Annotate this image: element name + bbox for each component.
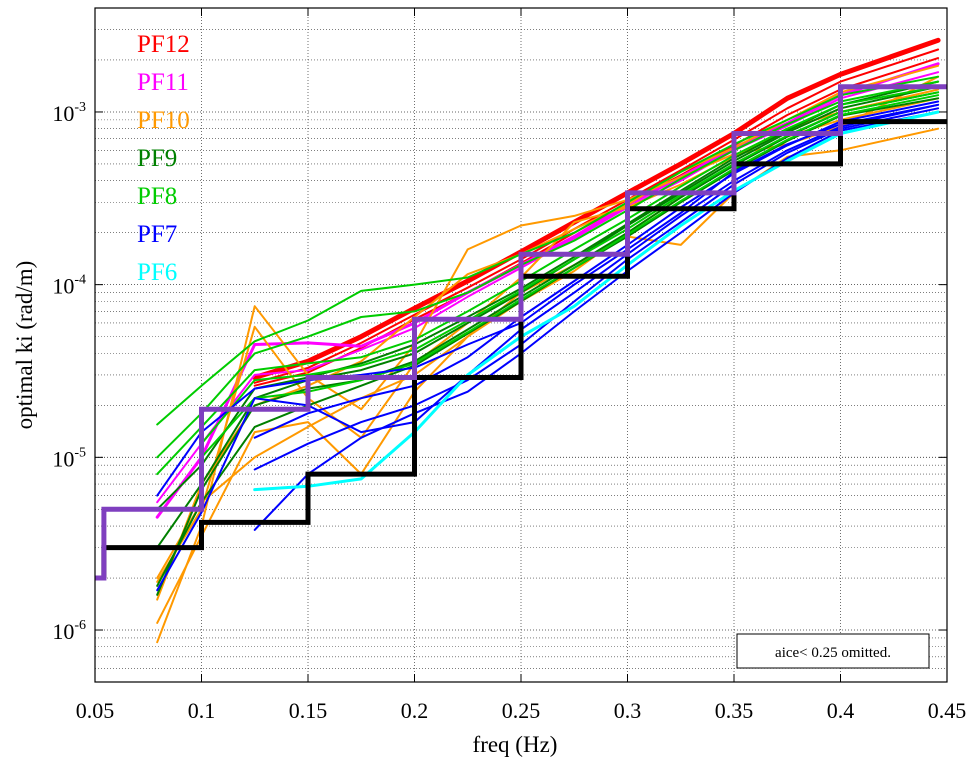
series-line-5 bbox=[156, 75, 940, 644]
annotation-frame bbox=[736, 633, 930, 669]
x-axis-title: freq (Hz) bbox=[473, 732, 558, 757]
legend-item-pf6: PF6 bbox=[137, 259, 177, 286]
y-tick-label: 10-4 bbox=[52, 273, 86, 299]
x-tick-label: 0.45 bbox=[928, 698, 967, 723]
x-tick-label: 0.1 bbox=[188, 698, 216, 723]
x-tick-label: 0.15 bbox=[289, 698, 328, 723]
x-tick-label: 0.35 bbox=[715, 698, 754, 723]
annotation-box: aice< 0.25 omitted. bbox=[736, 633, 930, 669]
legend-item-pf12: PF12 bbox=[137, 31, 190, 58]
legend: PF12 PF11 PF10 PF9 PF8 PF7 PF6 bbox=[137, 31, 190, 286]
legend-item-pf7: PF7 bbox=[137, 221, 177, 248]
series-line-18 bbox=[200, 94, 940, 459]
legend-item-pf9: PF9 bbox=[137, 145, 177, 172]
y-tick-label: 10-6 bbox=[52, 618, 86, 644]
x-tick-label: 0.05 bbox=[76, 698, 115, 723]
x-tick-label: 0.3 bbox=[614, 698, 642, 723]
series-line-20 bbox=[253, 100, 940, 439]
y-tick-label: 10-3 bbox=[52, 100, 86, 126]
step-line-0 bbox=[101, 119, 947, 578]
x-tick-label: 0.4 bbox=[827, 698, 855, 723]
y-axis-title: optimal ki (rad/m) bbox=[12, 261, 37, 430]
series-line-22 bbox=[253, 111, 940, 531]
annotation-text: aice< 0.25 omitted. bbox=[775, 645, 891, 661]
legend-item-pf11: PF11 bbox=[137, 69, 189, 96]
series-line-21 bbox=[253, 107, 940, 471]
x-tick-label: 0.25 bbox=[502, 698, 541, 723]
step-line-1 bbox=[95, 84, 947, 581]
y-tick-label: 10-5 bbox=[52, 445, 86, 471]
step-layer bbox=[95, 84, 947, 581]
legend-item-pf8: PF8 bbox=[137, 183, 177, 210]
legend-item-pf10: PF10 bbox=[137, 107, 190, 134]
axis-ticks: 0.05 0.1 0.15 0.2 0.25 0.3 0.35 0.4 0.45 10-6 10-5… bbox=[52, 8, 966, 723]
x-tick-label: 0.2 bbox=[401, 698, 429, 723]
series-line-24 bbox=[253, 110, 940, 492]
